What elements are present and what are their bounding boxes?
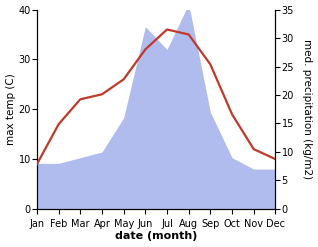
X-axis label: date (month): date (month) xyxy=(115,231,197,242)
Y-axis label: med. precipitation (kg/m2): med. precipitation (kg/m2) xyxy=(302,39,313,179)
Y-axis label: max temp (C): max temp (C) xyxy=(5,73,16,145)
